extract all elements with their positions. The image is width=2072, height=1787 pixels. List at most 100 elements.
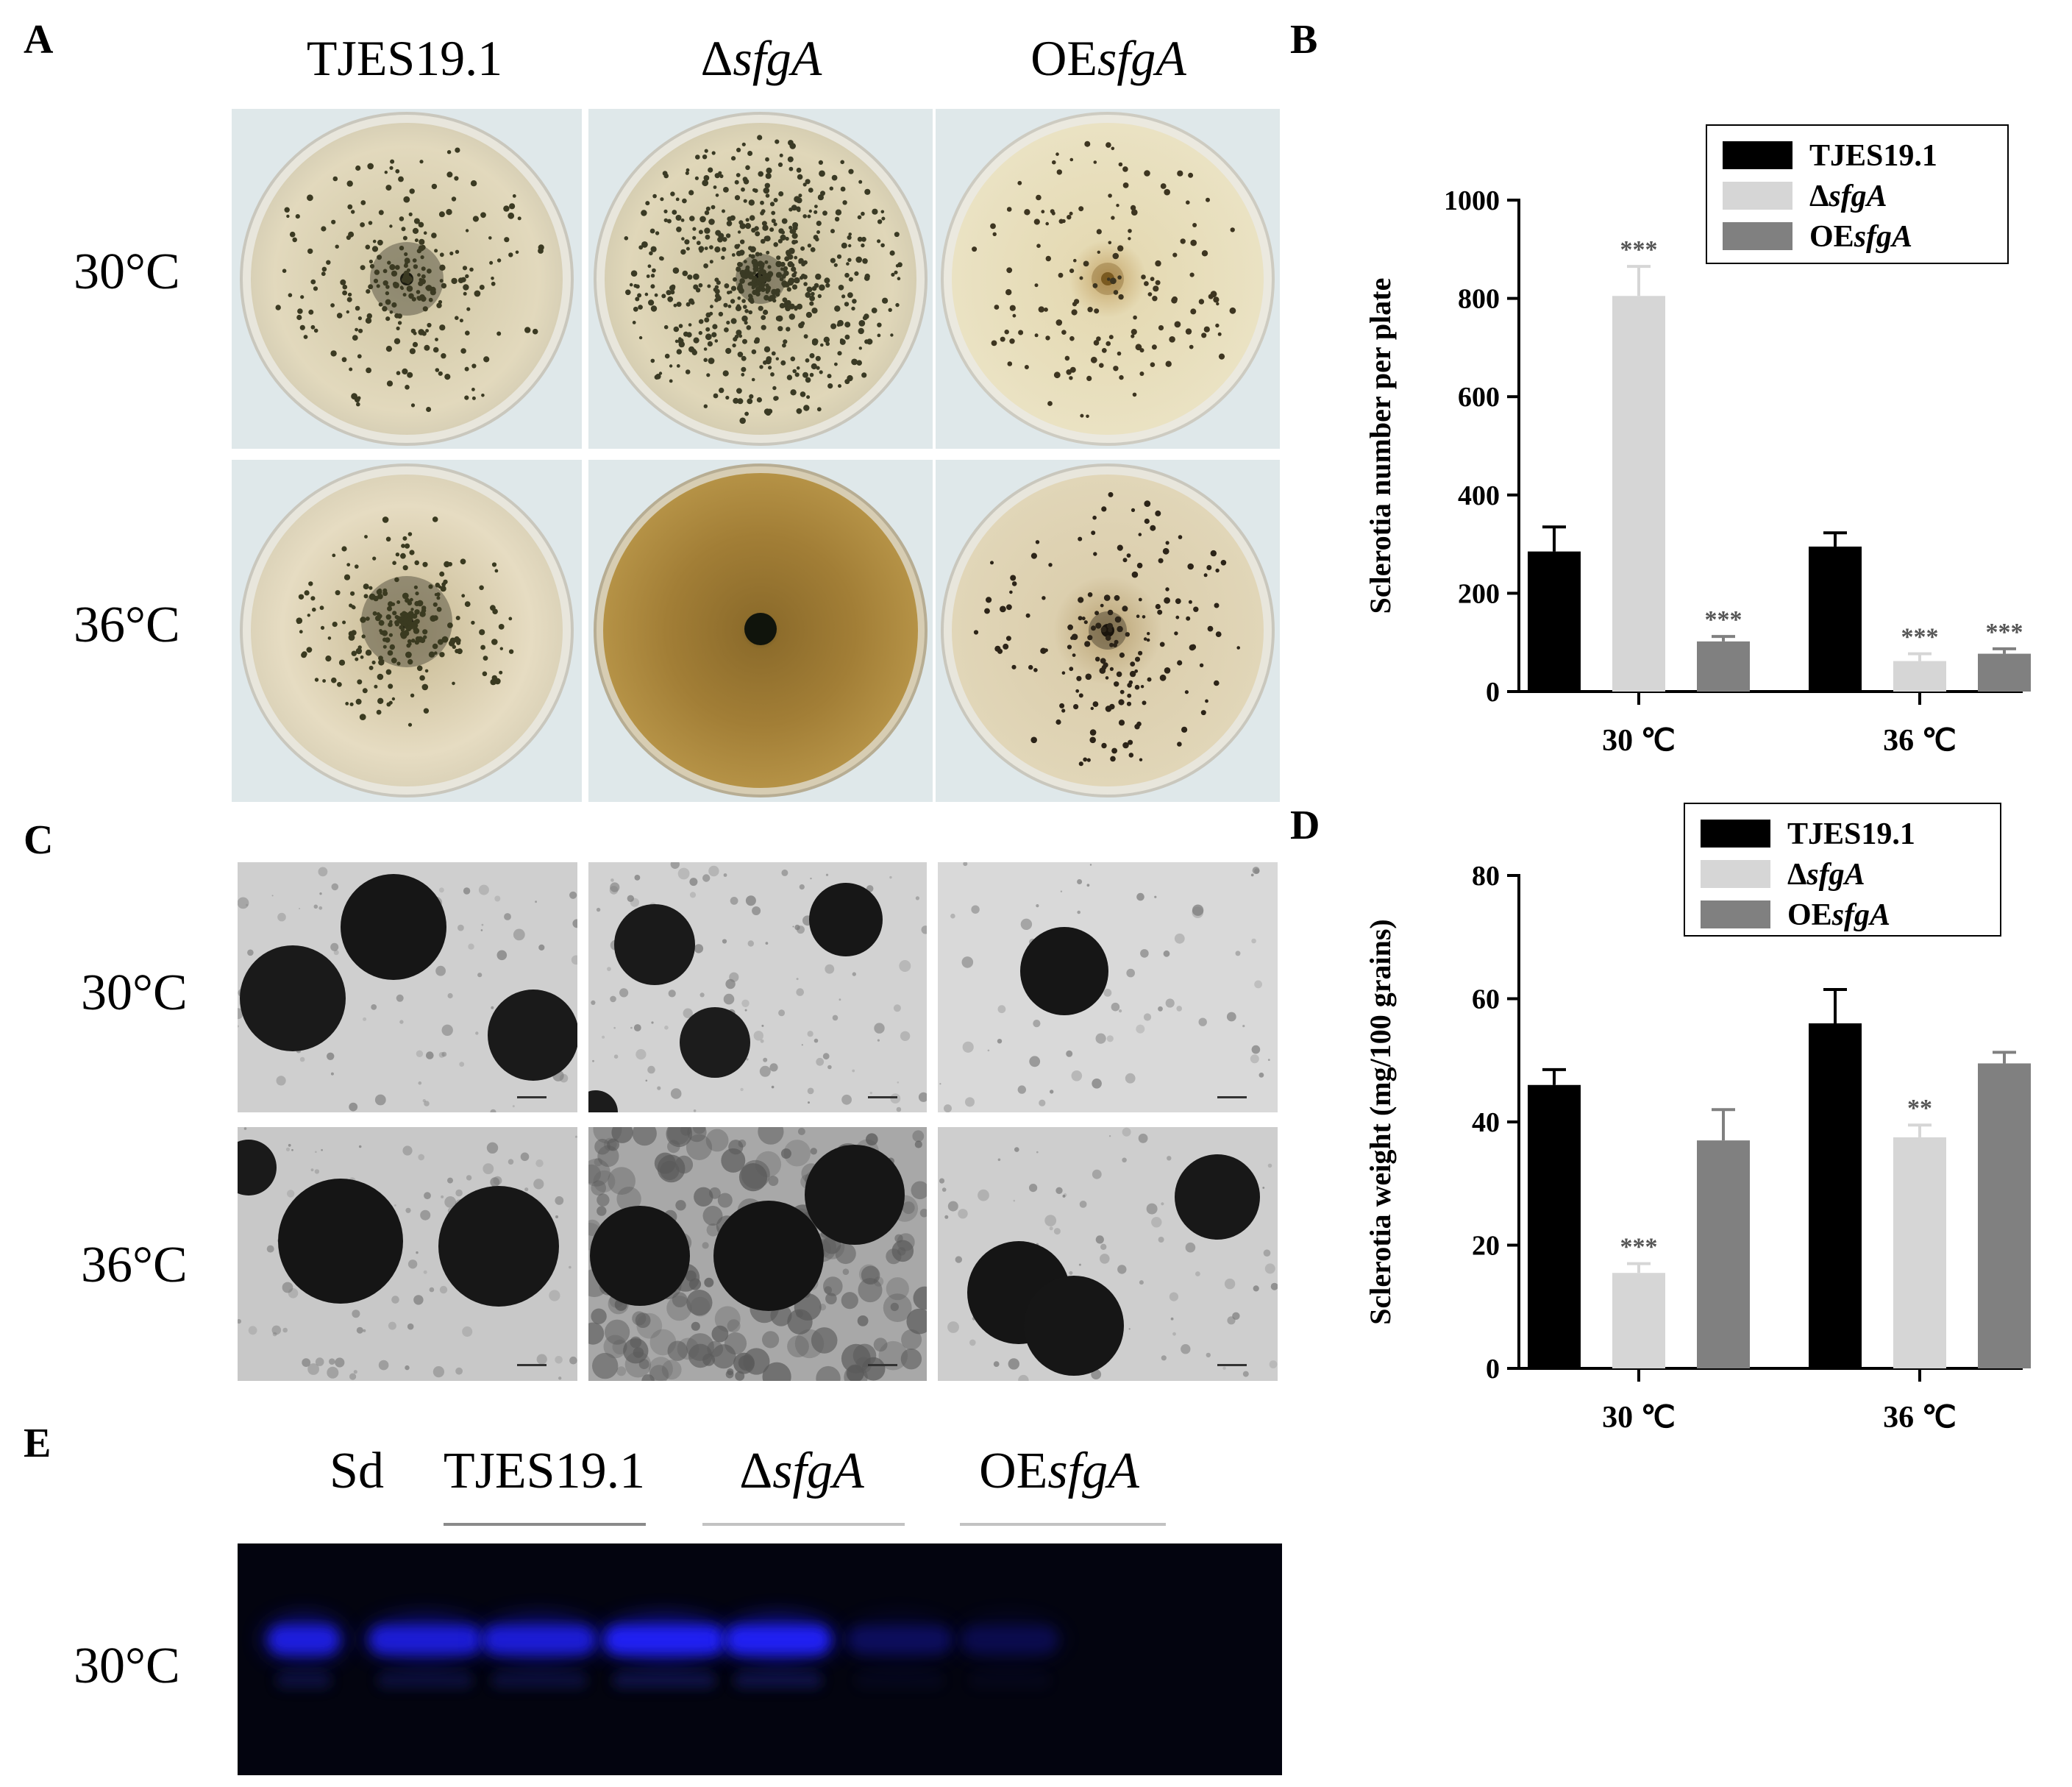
lane-label-tjes: TJES19.1 <box>443 1443 646 1499</box>
strain-label-oesfga: OEsfgA <box>1030 30 1186 86</box>
micrograph-oesfga-30-image <box>938 862 1278 1112</box>
legend-entry: ΔsfgA <box>1787 858 1865 892</box>
plate-oesfga-36-image <box>941 463 1275 797</box>
y-tick-label: 0 <box>1486 677 1500 708</box>
gel-band-5 <box>848 1626 951 1654</box>
panel-letter-d: D <box>1290 803 1320 848</box>
panel-letter-c: C <box>24 817 54 863</box>
legend-swatch <box>1701 900 1770 928</box>
micrograph-dsfga-36-image <box>588 1127 927 1381</box>
y-tick-label: 60 <box>1472 984 1500 1015</box>
gel-band-6 <box>962 1626 1058 1654</box>
gel-band-1 <box>370 1626 480 1654</box>
bar <box>1809 546 1862 692</box>
y-tick-label: 600 <box>1458 382 1500 413</box>
x-tick-label: 30 ℃ <box>1602 724 1676 758</box>
legend-entry: TJES19.1 <box>1809 139 1937 173</box>
significance-mark: ** <box>1907 1095 1932 1122</box>
legend-swatch <box>1723 141 1792 169</box>
row-label-c-30: 30°C <box>81 964 188 1021</box>
micrograph-tjes-36-image <box>238 1127 577 1381</box>
micrograph-oesfga-36-image <box>938 1127 1278 1381</box>
plate-dsfga-36 <box>588 460 933 802</box>
gel-band-lower-6 <box>969 1672 1050 1688</box>
plate-oesfga-30-image <box>941 112 1275 446</box>
bar <box>1697 641 1750 692</box>
gel-band-lower-4 <box>734 1672 822 1688</box>
gel-band-2 <box>484 1626 594 1654</box>
legend-swatch <box>1701 860 1770 888</box>
bar <box>1809 1023 1862 1368</box>
lane-underline-tjes <box>444 1523 646 1526</box>
micrograph-tjes-30-image <box>238 862 577 1112</box>
legend-entry: ΔsfgA <box>1809 180 1887 213</box>
lane-underline-oesfga <box>960 1523 1166 1526</box>
gel-image <box>238 1543 1282 1775</box>
y-tick-label: 800 <box>1458 284 1500 315</box>
legend-entry: OEsfgA <box>1809 220 1912 254</box>
strain-label-dsfga: ΔsfgA <box>700 30 822 86</box>
lane-underline-dsfga <box>702 1523 905 1526</box>
significance-mark: *** <box>1620 1234 1658 1261</box>
legend-swatch <box>1723 182 1792 210</box>
y-axis-label: Sclerotia weight (mg/100 grains) <box>1364 919 1397 1324</box>
bar <box>1893 661 1946 692</box>
bar <box>1528 551 1581 692</box>
panel-letter-a: A <box>24 17 54 63</box>
legend-swatch <box>1701 820 1770 848</box>
row-label-e-30: 30°C <box>74 1638 180 1694</box>
gel-band-lower-2 <box>491 1672 587 1688</box>
strain-label-tjes: TJES19.1 <box>306 30 503 86</box>
y-tick-label: 400 <box>1458 480 1500 511</box>
x-tick-label: 36 ℃ <box>1883 1401 1957 1435</box>
bar <box>1978 653 2031 692</box>
plate-oesfga-36 <box>936 460 1280 802</box>
plate-oesfga-30 <box>936 109 1280 449</box>
micrograph-dsfga-36 <box>588 1127 927 1381</box>
micrograph-tjes-30 <box>238 862 577 1112</box>
significance-mark: *** <box>1901 624 1939 651</box>
bar <box>1893 1137 1946 1368</box>
legend-entry: OEsfgA <box>1787 898 1890 932</box>
panel-letter-e: E <box>24 1421 51 1466</box>
row-label-a-36: 36°C <box>74 597 180 653</box>
y-tick-label: 200 <box>1458 578 1500 609</box>
gel-band-4 <box>727 1626 830 1654</box>
significance-mark: *** <box>1986 619 2023 646</box>
micrograph-tjes-36 <box>238 1127 577 1381</box>
significance-mark: *** <box>1620 236 1658 263</box>
plate-tjes-36 <box>232 460 582 802</box>
bar <box>1612 1273 1665 1368</box>
lane-label-dsfga: ΔsfgA <box>739 1443 864 1499</box>
y-tick-label: 1000 <box>1444 185 1500 216</box>
plate-dsfga-30-image <box>594 112 928 446</box>
y-tick-label: 20 <box>1472 1231 1500 1262</box>
x-tick-label: 30 ℃ <box>1602 1401 1676 1435</box>
legend-entry: TJES19.1 <box>1787 817 1915 851</box>
gel-band-lower-5 <box>855 1672 944 1688</box>
y-axis-label: Sclerotia number per plate <box>1364 278 1397 614</box>
lane-label-sd: Sd <box>330 1443 384 1499</box>
legend-swatch <box>1723 222 1792 250</box>
chart-b: 0 200 400 600 800 1000 30 ℃ 36 ℃ Sclerotia numbe… <box>1364 124 2031 758</box>
gel-band-3 <box>605 1626 723 1654</box>
plate-dsfga-36-image <box>594 463 928 797</box>
plate-tjes-36-image <box>240 463 574 797</box>
micrograph-oesfga-36 <box>938 1127 1278 1381</box>
panel-letter-b: B <box>1290 17 1318 63</box>
plate-tjes-30 <box>232 109 582 449</box>
micrograph-oesfga-30 <box>938 862 1278 1112</box>
gel-band-lower-1 <box>377 1672 473 1688</box>
gel-band-0 <box>268 1626 339 1654</box>
y-tick-label: 80 <box>1472 861 1500 892</box>
plate-dsfga-30 <box>588 109 933 449</box>
y-tick-label: 40 <box>1472 1107 1500 1138</box>
bar <box>1612 296 1665 692</box>
y-tick-label: 0 <box>1486 1354 1500 1385</box>
bar <box>1978 1063 2031 1368</box>
gel-svg <box>238 1543 1282 1775</box>
gel-band-lower-3 <box>613 1672 716 1688</box>
chart-d: 0 20 40 60 80 30 ℃ 36 ℃ Sclerotia weight (mg/10… <box>1364 803 2031 1435</box>
plate-tjes-30-image <box>240 112 574 446</box>
x-tick-label: 36 ℃ <box>1883 724 1957 758</box>
